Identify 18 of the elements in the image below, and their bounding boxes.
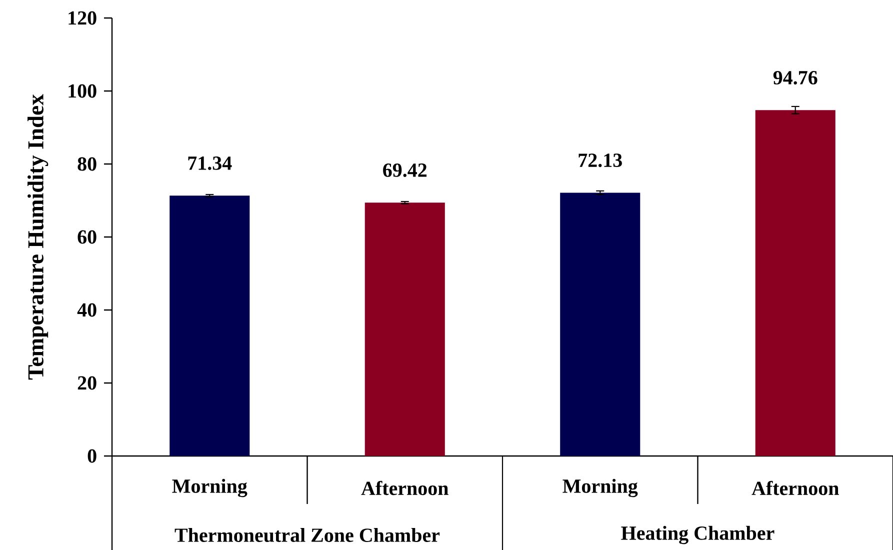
data-label: 72.13 xyxy=(578,154,622,168)
y-tick-label: 40 xyxy=(77,303,96,317)
text: Heating Chamber xyxy=(621,526,774,544)
y-tick-label: 60 xyxy=(78,230,96,244)
y-axis-title: Temperature Humidity Index xyxy=(28,94,48,380)
y-tick-label: 0 xyxy=(88,449,96,463)
x-tick-label: Morning xyxy=(172,478,248,498)
x-tick-label: Afternoon xyxy=(752,480,839,496)
data-label: 94.76 xyxy=(773,71,818,85)
data-label: 69.42 xyxy=(383,163,427,178)
x-tick-label: Afternoon xyxy=(361,480,448,496)
x-tick-label: Morning xyxy=(562,478,638,498)
data-label: 71.34 xyxy=(188,156,232,170)
text: Thermoneutral Zone Chamber xyxy=(174,528,440,542)
y-tick-label: 120 xyxy=(68,11,96,25)
y-tick-label: 100 xyxy=(68,84,96,98)
y-tick-label: 20 xyxy=(78,376,96,390)
y-tick-label: 80 xyxy=(78,157,96,171)
